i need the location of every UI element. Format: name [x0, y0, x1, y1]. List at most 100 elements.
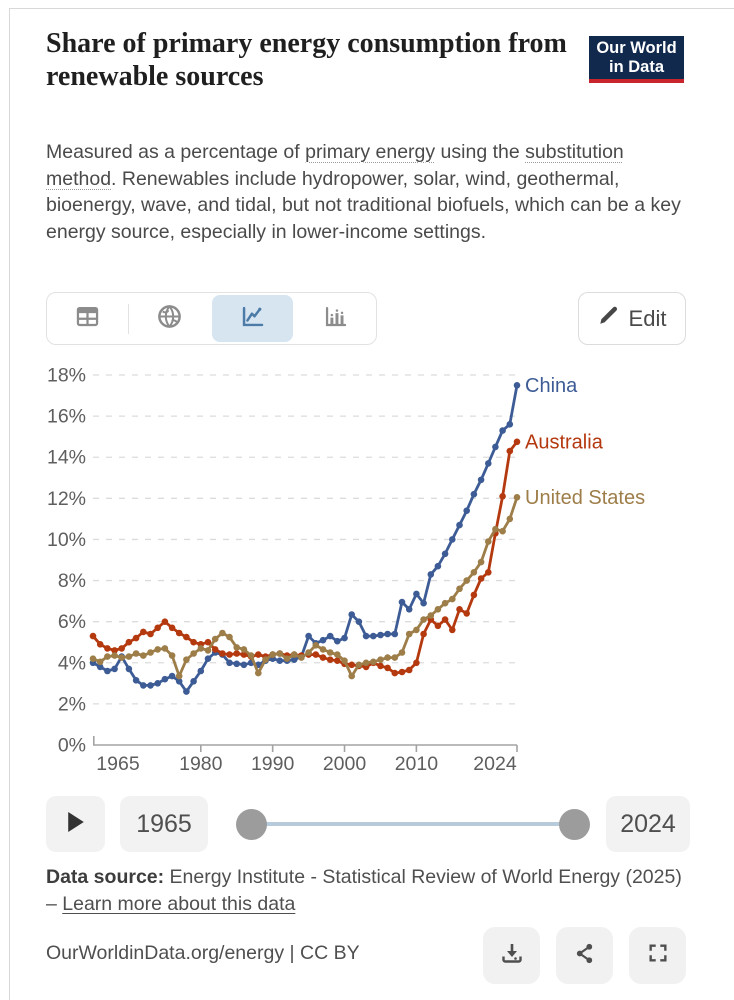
data-point[interactable] [140, 652, 147, 659]
data-point[interactable] [183, 656, 190, 663]
data-point[interactable] [427, 612, 435, 619]
data-point[interactable] [283, 655, 291, 662]
data-point[interactable] [104, 653, 111, 660]
data-point[interactable] [183, 688, 190, 695]
data-point[interactable] [326, 649, 334, 656]
data-point[interactable] [398, 598, 406, 606]
data-point[interactable] [463, 507, 471, 514]
data-point[interactable] [132, 677, 140, 684]
data-point[interactable] [197, 667, 205, 675]
data-point[interactable] [449, 595, 456, 603]
data-point[interactable] [111, 652, 118, 659]
download-button[interactable] [483, 927, 540, 984]
data-point[interactable] [348, 661, 356, 669]
data-point[interactable] [456, 606, 463, 613]
data-point[interactable] [334, 657, 341, 664]
data-point[interactable] [370, 632, 377, 640]
data-point[interactable] [441, 616, 449, 623]
data-point[interactable] [168, 652, 176, 659]
data-point[interactable] [197, 645, 205, 652]
data-point[interactable] [240, 646, 248, 653]
subtitle-term-link[interactable]: substitution method [46, 141, 624, 190]
data-point[interactable] [190, 638, 197, 646]
data-point[interactable] [405, 606, 413, 613]
data-point[interactable] [441, 550, 449, 558]
subtitle-term-link[interactable]: primary energy [305, 141, 436, 163]
data-point[interactable] [355, 618, 363, 625]
data-point[interactable] [513, 382, 521, 389]
data-point[interactable] [427, 571, 435, 578]
data-point[interactable] [434, 562, 442, 570]
data-point[interactable] [254, 669, 262, 677]
data-point[interactable] [384, 664, 391, 672]
data-point[interactable] [89, 655, 97, 662]
data-point[interactable] [290, 656, 298, 663]
data-point[interactable] [233, 644, 240, 651]
timeline-slider-handle-end[interactable] [559, 809, 590, 840]
data-point[interactable] [370, 658, 377, 666]
series-china[interactable]: China [89, 375, 578, 695]
share-button[interactable] [556, 927, 613, 984]
data-point[interactable] [391, 669, 399, 677]
data-point[interactable] [161, 618, 169, 625]
data-point[interactable] [111, 647, 118, 654]
data-point[interactable] [254, 651, 262, 658]
tab-table-view[interactable] [47, 293, 128, 344]
data-point[interactable] [463, 610, 471, 617]
data-point[interactable] [175, 678, 183, 685]
data-point[interactable] [377, 656, 384, 663]
timeline-slider-track[interactable] [251, 822, 574, 826]
data-point[interactable] [420, 616, 427, 623]
timeline-start-year[interactable]: 1965 [120, 796, 208, 852]
data-point[interactable] [513, 438, 521, 446]
edit-button[interactable]: Edit [578, 292, 686, 345]
data-point[interactable] [96, 663, 104, 671]
data-point[interactable] [470, 490, 478, 498]
data-point[interactable] [305, 649, 312, 656]
data-point[interactable] [456, 585, 463, 593]
data-point[interactable] [420, 630, 427, 638]
data-point[interactable] [326, 656, 334, 663]
data-point[interactable] [398, 668, 406, 676]
data-point[interactable] [298, 654, 305, 661]
tab-bar-chart-view[interactable] [295, 293, 376, 344]
data-point[interactable] [190, 650, 197, 657]
data-point[interactable] [96, 658, 104, 666]
data-point[interactable] [420, 599, 427, 607]
data-point[interactable] [384, 630, 391, 638]
data-point[interactable] [492, 443, 499, 451]
data-point[interactable] [413, 626, 420, 634]
data-point[interactable] [334, 651, 341, 658]
data-point[interactable] [506, 515, 514, 523]
data-point[interactable] [154, 624, 161, 632]
data-point[interactable] [168, 672, 176, 680]
data-point[interactable] [398, 649, 406, 656]
data-point[interactable] [233, 660, 240, 668]
data-point[interactable] [470, 591, 478, 599]
data-point[interactable] [147, 630, 154, 638]
data-point[interactable] [175, 672, 183, 680]
data-point[interactable] [477, 575, 485, 582]
data-point[interactable] [132, 634, 140, 642]
data-point[interactable] [441, 599, 449, 607]
data-point[interactable] [506, 421, 514, 428]
data-point[interactable] [391, 654, 399, 661]
data-point[interactable] [319, 646, 327, 653]
data-point[interactable] [341, 634, 348, 642]
timeline-slider[interactable] [232, 796, 592, 852]
data-point[interactable] [377, 662, 384, 670]
data-point[interactable] [334, 637, 341, 645]
data-point[interactable] [506, 447, 514, 455]
data-point[interactable] [104, 667, 111, 675]
timeline-end-year[interactable]: 2024 [606, 796, 690, 852]
data-point[interactable] [449, 626, 456, 634]
data-point[interactable] [290, 651, 298, 658]
data-point[interactable] [154, 646, 161, 653]
data-point[interactable] [89, 632, 97, 640]
data-point[interactable] [477, 558, 485, 566]
data-point[interactable] [175, 629, 183, 637]
data-point[interactable] [499, 493, 506, 500]
data-point[interactable] [463, 577, 471, 584]
series-united-states[interactable]: United States [89, 487, 645, 680]
data-point[interactable] [470, 569, 478, 576]
